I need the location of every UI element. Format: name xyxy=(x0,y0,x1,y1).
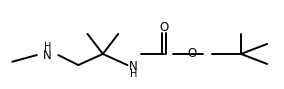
Text: H: H xyxy=(130,69,137,79)
Text: O: O xyxy=(187,47,197,60)
Text: N: N xyxy=(43,49,52,62)
Text: N: N xyxy=(129,60,138,73)
Text: O: O xyxy=(160,21,169,34)
Text: H: H xyxy=(44,42,51,52)
